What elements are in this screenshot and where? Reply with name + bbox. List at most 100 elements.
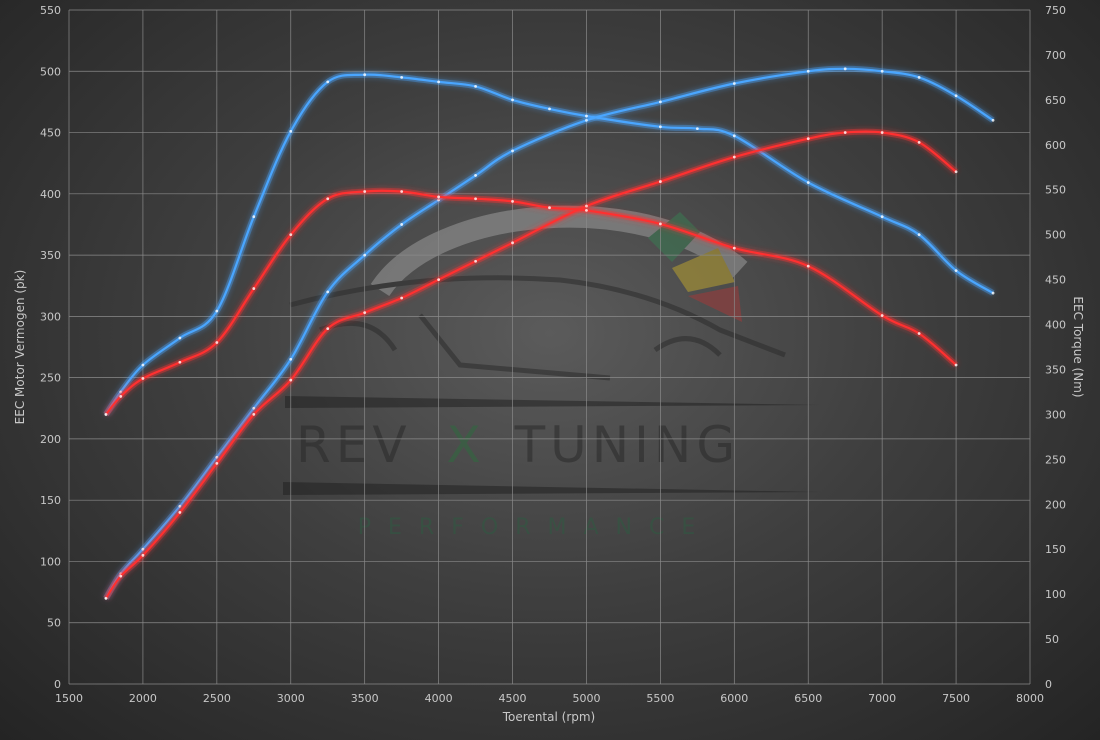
car-silhouette-icon (289, 275, 786, 381)
data-point (732, 155, 736, 159)
y-axis-left: 0 50 100 150 200 250 300 350 400 450 500 550 (40, 4, 61, 691)
data-point (119, 395, 123, 398)
data-point (252, 215, 256, 219)
data-point (474, 174, 477, 177)
data-point (215, 462, 219, 465)
data-point (917, 76, 921, 79)
data-point (917, 140, 921, 144)
series-line-2 (105, 130, 957, 599)
data-point (880, 69, 884, 73)
data-point (104, 413, 108, 416)
data-point (732, 246, 736, 250)
y-tick-label: 150 (40, 494, 61, 507)
data-point (732, 134, 736, 138)
data-point (363, 190, 367, 193)
data-point (917, 233, 921, 237)
data-point (806, 181, 810, 184)
data-point (585, 118, 588, 122)
data-point (806, 264, 810, 268)
data-point (732, 82, 736, 85)
data-point (954, 170, 958, 174)
data-point (289, 129, 293, 133)
y2-tick-label: 500 (1045, 229, 1066, 242)
y-tick-label: 250 (40, 372, 61, 385)
y-tick-label: 550 (40, 4, 61, 17)
data-point (954, 363, 958, 367)
data-point (178, 360, 182, 364)
data-point (991, 118, 995, 122)
y-tick-label: 300 (40, 310, 61, 323)
data-point (658, 125, 662, 129)
x-tick-label: 4500 (499, 692, 527, 705)
data-point (437, 195, 441, 199)
series-group (103, 65, 995, 600)
y-axis-title: EEC Motor Vermogen (pk) (13, 270, 27, 425)
data-point (585, 114, 588, 118)
data-point (289, 357, 293, 361)
data-point (400, 76, 404, 79)
data-point (141, 553, 145, 557)
data-point (474, 84, 477, 88)
series-line-1 (105, 73, 994, 415)
data-point (585, 204, 588, 208)
gauge-yellow-segment (672, 248, 735, 292)
brand-text-x: X (446, 416, 485, 474)
data-point (326, 80, 330, 84)
y2-tick-label: 50 (1045, 633, 1059, 646)
y2-tick-label: 450 (1045, 274, 1066, 287)
data-point (178, 511, 182, 514)
data-point (658, 100, 662, 104)
x-tick-label: 2000 (129, 692, 157, 705)
y-tick-label: 200 (40, 433, 61, 446)
x-tick-label: 8000 (1016, 692, 1044, 705)
y2-tick-label: 0 (1045, 678, 1052, 691)
data-point (252, 287, 256, 290)
data-point (585, 209, 588, 212)
y2-tick-label: 400 (1045, 319, 1066, 332)
data-point (119, 574, 123, 578)
data-point (400, 223, 404, 226)
x-tick-label: 7000 (868, 692, 896, 705)
x-axis: 1500 2000 2500 3000 3500 4000 4500 5000 5500 6000… (55, 692, 1044, 705)
brand-text-tuning: TUNING (514, 416, 740, 474)
x-tick-label: 6500 (794, 692, 822, 705)
data-point (215, 309, 219, 313)
data-point (252, 413, 256, 416)
data-point (437, 278, 441, 281)
x-tick-label: 7500 (942, 692, 970, 705)
data-point (511, 200, 514, 203)
y2-tick-label: 600 (1045, 139, 1066, 152)
y2-tick-label: 650 (1045, 94, 1066, 107)
y-tick-label: 400 (40, 188, 61, 201)
y2-tick-label: 200 (1045, 498, 1066, 511)
y2-tick-label: 350 (1045, 363, 1066, 376)
x-tick-label: 6000 (720, 692, 748, 705)
grid (68, 9, 1031, 685)
data-point (658, 222, 662, 226)
data-point (511, 149, 514, 153)
x-tick-label: 4000 (425, 692, 453, 705)
data-point (141, 377, 145, 380)
x-tick-label: 3000 (277, 692, 305, 705)
y2-tick-label: 250 (1045, 453, 1066, 466)
data-point (511, 98, 514, 102)
data-point (104, 596, 108, 600)
data-point (474, 259, 477, 263)
speed-line-top (285, 396, 820, 408)
y2-tick-label: 150 (1045, 543, 1066, 556)
data-point (141, 363, 145, 367)
y2-tick-label: 300 (1045, 408, 1066, 421)
data-point (806, 69, 810, 73)
series-line-3 (105, 189, 957, 416)
data-point (511, 241, 514, 245)
series-glow-1 (103, 71, 995, 417)
y2-axis-title: EEC Torque (Nm) (1071, 296, 1085, 397)
data-point (363, 311, 367, 315)
watermark-logo: REV X TUNING PERFORMANCE (283, 205, 820, 540)
data-point (289, 233, 293, 237)
data-point (954, 94, 958, 98)
data-point (880, 314, 884, 317)
data-point (991, 291, 995, 295)
series-line-0 (105, 67, 994, 599)
